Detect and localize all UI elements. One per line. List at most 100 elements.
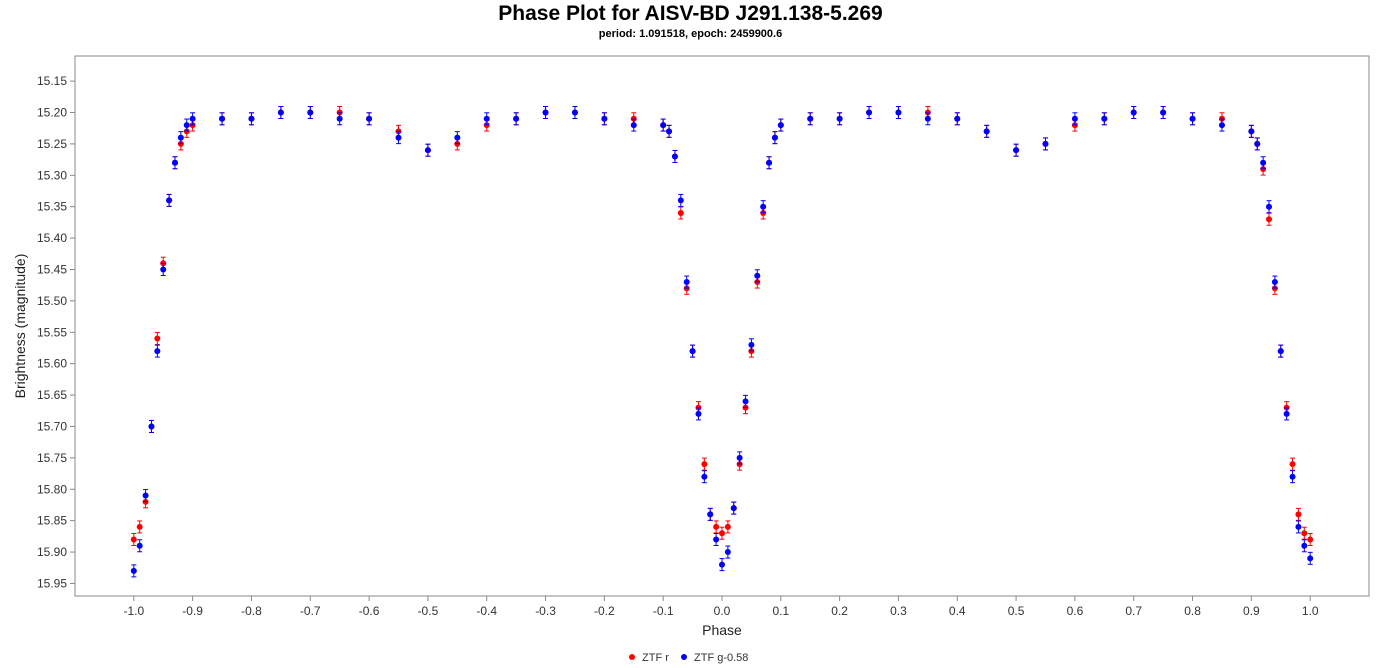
data-point bbox=[1301, 542, 1308, 549]
data-point bbox=[1277, 348, 1284, 355]
x-tick-label: 0.3 bbox=[890, 604, 907, 618]
legend-label: ZTF r bbox=[642, 652, 669, 664]
data-point bbox=[189, 115, 196, 122]
data-point bbox=[395, 134, 402, 141]
data-point bbox=[1295, 511, 1302, 518]
data-point bbox=[630, 122, 637, 129]
y-tick-label: 15.90 bbox=[37, 545, 67, 559]
data-point bbox=[248, 115, 255, 122]
x-tick-label: 0.7 bbox=[1125, 604, 1142, 618]
x-tick-label: -0.3 bbox=[535, 604, 556, 618]
y-tick-label: 15.35 bbox=[37, 200, 67, 214]
y-tick-label: 15.80 bbox=[37, 482, 67, 496]
data-point bbox=[748, 341, 755, 348]
x-tick-label: 0.6 bbox=[1067, 604, 1084, 618]
data-point bbox=[483, 115, 490, 122]
y-tick-label: 15.65 bbox=[37, 388, 67, 402]
data-point bbox=[1130, 109, 1137, 116]
data-point bbox=[454, 134, 461, 141]
data-point bbox=[719, 530, 725, 537]
data-point bbox=[754, 272, 761, 279]
data-point bbox=[660, 122, 667, 129]
data-point bbox=[1254, 140, 1261, 147]
data-point bbox=[701, 473, 708, 480]
data-point bbox=[277, 109, 284, 116]
data-point bbox=[983, 128, 990, 135]
legend-marker bbox=[629, 654, 635, 660]
data-point bbox=[136, 542, 143, 549]
x-tick-label: -0.8 bbox=[241, 604, 262, 618]
data-point bbox=[836, 115, 843, 122]
data-point bbox=[1289, 473, 1296, 480]
data-point bbox=[307, 109, 314, 116]
data-point bbox=[771, 134, 778, 141]
y-axis-label: Brightness (magnitude) bbox=[12, 254, 28, 399]
data-points bbox=[130, 106, 1314, 578]
data-point bbox=[142, 492, 149, 499]
data-point bbox=[542, 109, 549, 116]
y-tick-label: 15.30 bbox=[37, 168, 67, 182]
data-point bbox=[895, 109, 902, 116]
y-tick-label: 15.15 bbox=[37, 74, 67, 88]
data-point bbox=[1307, 536, 1314, 543]
data-point bbox=[183, 122, 190, 129]
data-point bbox=[730, 505, 737, 512]
x-tick-label: -0.7 bbox=[300, 604, 321, 618]
data-point bbox=[1266, 216, 1273, 223]
data-point bbox=[677, 197, 684, 204]
legend-label: ZTF g-0.58 bbox=[694, 652, 748, 664]
data-point bbox=[713, 536, 720, 543]
data-point bbox=[766, 159, 773, 166]
data-point bbox=[1307, 555, 1314, 562]
x-tick-label: -0.6 bbox=[359, 604, 380, 618]
data-point bbox=[154, 335, 161, 342]
y-tick-label: 15.50 bbox=[37, 294, 67, 308]
x-axis: -1.0 -0.9 -0.8 -0.7 -0.6 -0.5 -0.4 -0.3 -0.2 -0.1… bbox=[123, 596, 1319, 618]
x-tick-label: 0.9 bbox=[1243, 604, 1260, 618]
y-tick-label: 15.25 bbox=[37, 137, 67, 151]
data-point bbox=[171, 159, 178, 166]
x-tick-label: -0.1 bbox=[653, 604, 674, 618]
y-tick-label: 15.70 bbox=[37, 419, 67, 433]
x-tick-label: 0.5 bbox=[1008, 604, 1025, 618]
y-tick-label: 15.45 bbox=[37, 262, 67, 276]
data-point bbox=[1101, 115, 1108, 122]
data-point bbox=[336, 115, 343, 122]
data-point bbox=[1289, 461, 1296, 468]
x-tick-label: -0.4 bbox=[476, 604, 497, 618]
data-point bbox=[424, 147, 431, 154]
data-point bbox=[1301, 530, 1308, 537]
x-tick-label: -0.2 bbox=[594, 604, 615, 618]
data-point bbox=[719, 561, 725, 568]
x-tick-label: -0.5 bbox=[418, 604, 439, 618]
x-tick-label: -1.0 bbox=[123, 604, 144, 618]
data-point bbox=[571, 109, 578, 116]
chart-title: Phase Plot for AISV-BD J291.138-5.269 bbox=[498, 2, 883, 25]
data-point bbox=[954, 115, 961, 122]
y-tick-label: 15.40 bbox=[37, 231, 67, 245]
x-tick-label: -0.9 bbox=[182, 604, 203, 618]
y-tick-label: 15.85 bbox=[37, 514, 67, 528]
data-point bbox=[1283, 410, 1290, 417]
plot-area bbox=[74, 55, 1370, 597]
legend: ZTF r ZTF g-0.58 bbox=[629, 652, 748, 664]
data-point bbox=[695, 410, 702, 417]
series-1 bbox=[130, 106, 1314, 578]
data-point bbox=[177, 134, 184, 141]
data-point bbox=[724, 549, 731, 556]
x-tick-label: 0.0 bbox=[714, 604, 731, 618]
data-point bbox=[1071, 115, 1078, 122]
data-point bbox=[701, 461, 708, 468]
data-point bbox=[1042, 140, 1049, 147]
data-point bbox=[1295, 523, 1302, 530]
y-tick-label: 15.95 bbox=[37, 576, 67, 590]
data-point bbox=[677, 209, 684, 216]
data-point bbox=[1189, 115, 1196, 122]
data-point bbox=[1271, 279, 1278, 286]
data-point bbox=[513, 115, 520, 122]
data-point bbox=[136, 523, 143, 530]
y-tick-label: 15.75 bbox=[37, 451, 67, 465]
data-point bbox=[707, 511, 714, 518]
data-point bbox=[219, 115, 226, 122]
